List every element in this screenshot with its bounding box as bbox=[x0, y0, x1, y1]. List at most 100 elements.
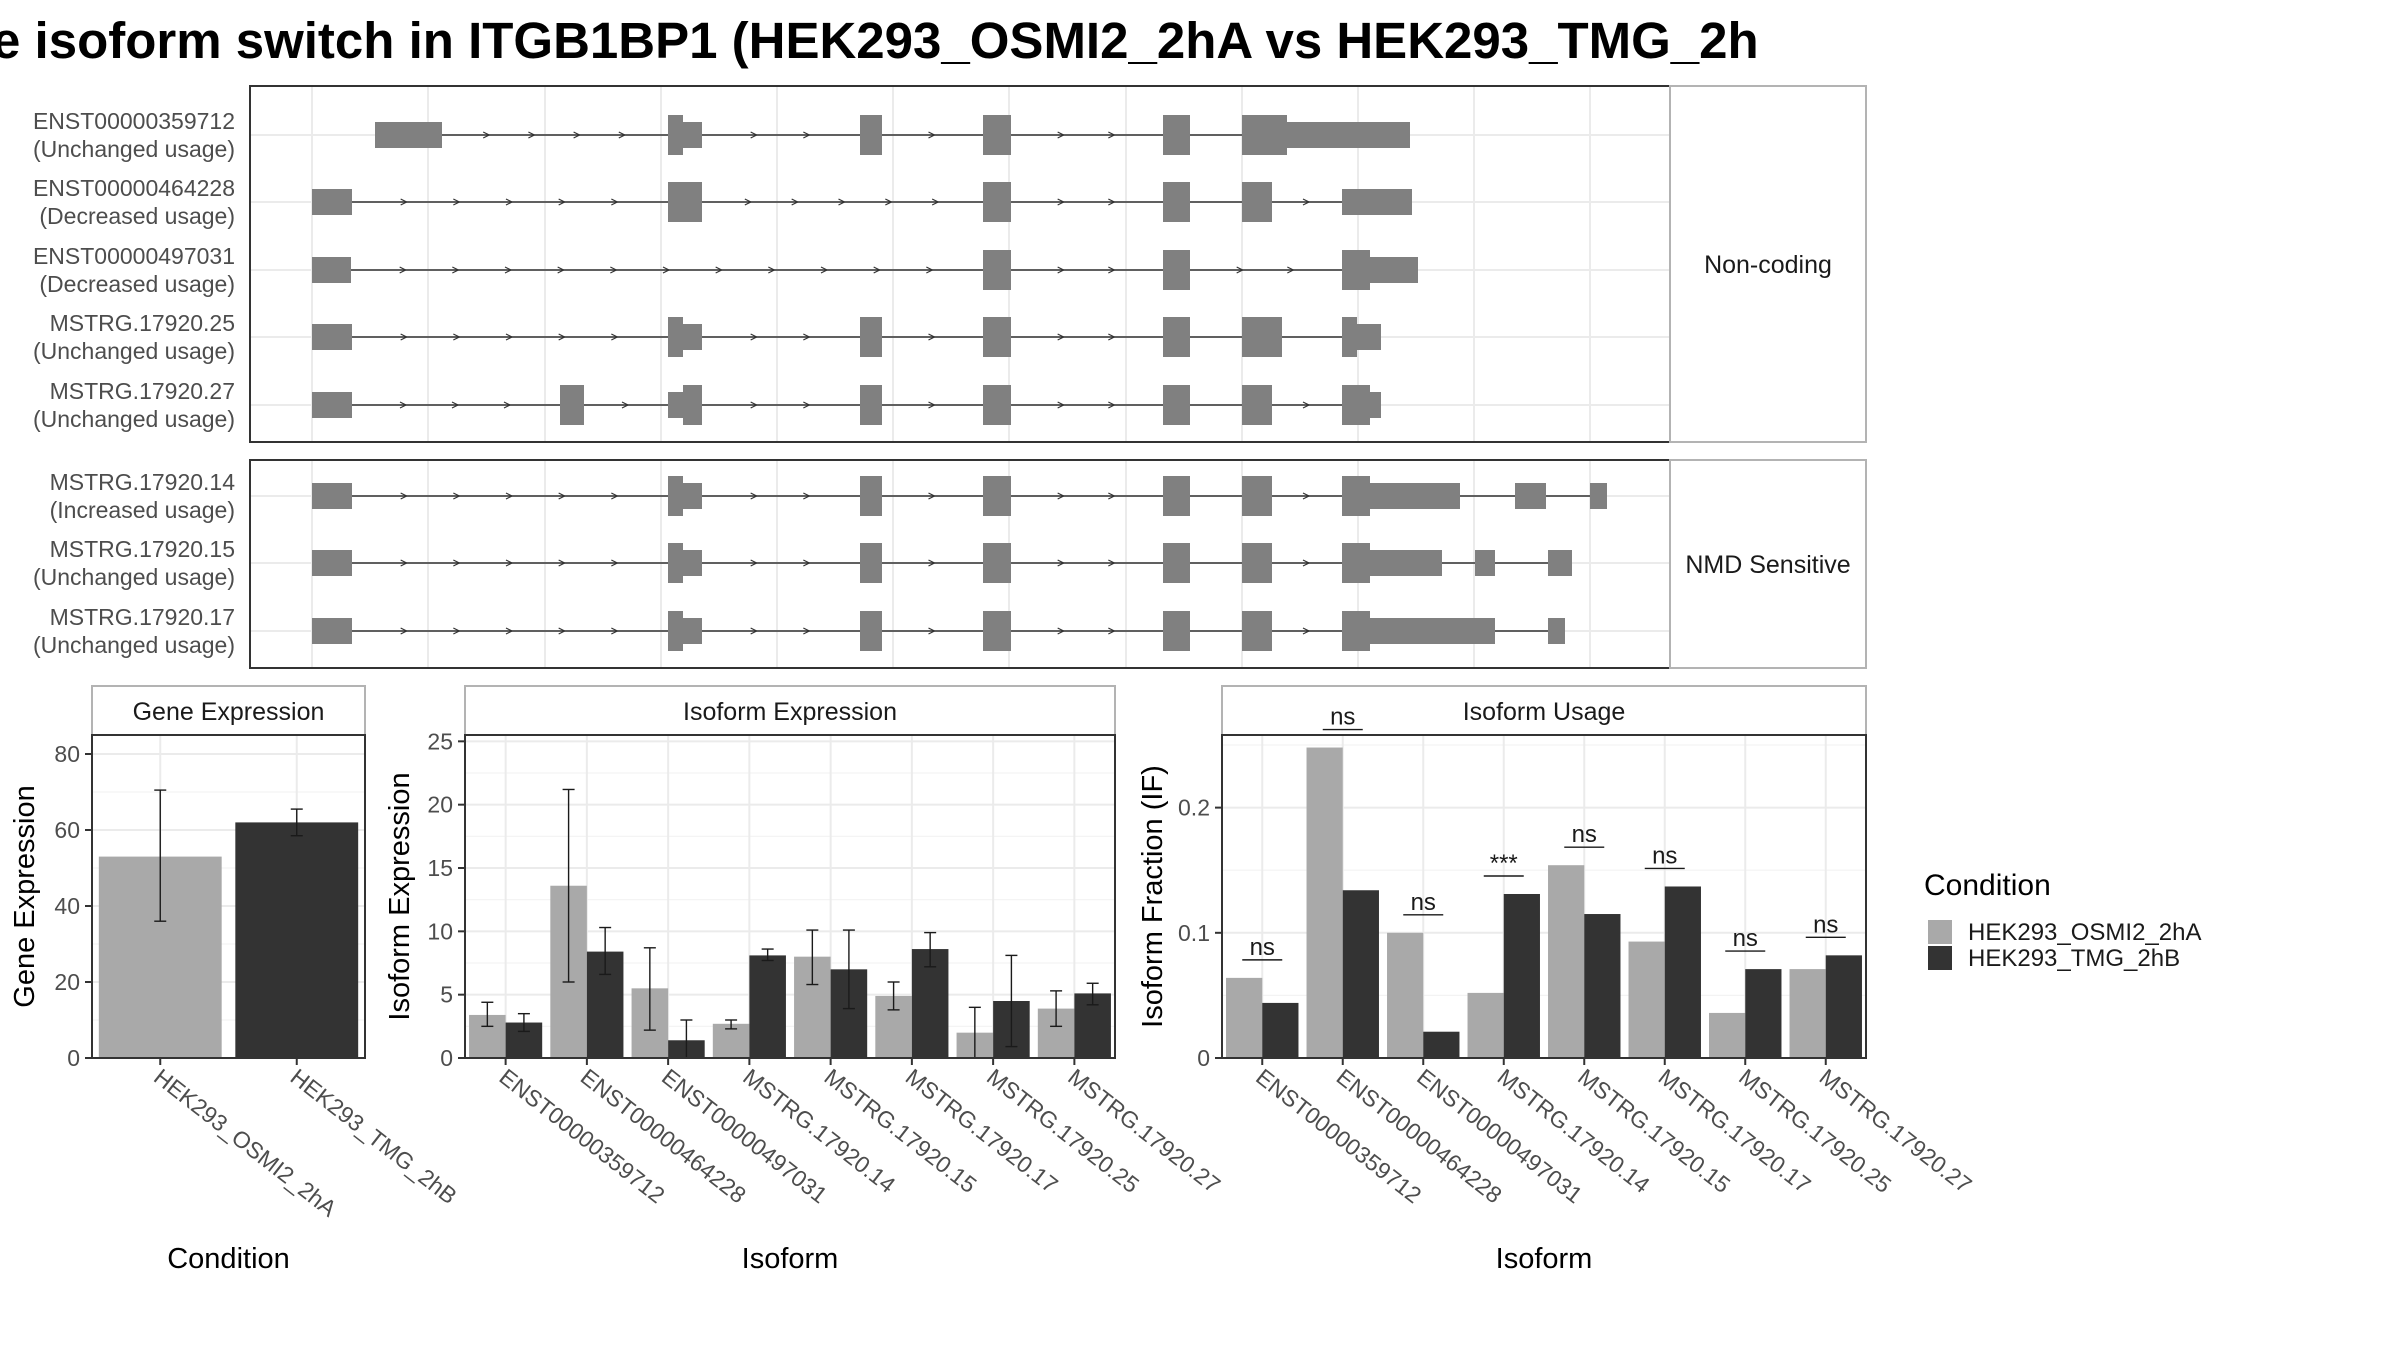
bar-chart-panels: Gene Expression020406080HEK293_OSMI2_2hA… bbox=[9, 685, 1977, 1275]
intron-direction-arrow bbox=[1302, 492, 1311, 500]
intron-direction-arrow bbox=[1057, 131, 1066, 139]
transcript-usage-label: (Decreased usage) bbox=[39, 271, 235, 297]
exon bbox=[860, 385, 882, 425]
exon bbox=[1342, 611, 1370, 651]
exon bbox=[1163, 476, 1190, 516]
exon bbox=[683, 550, 702, 576]
group-label: Non-coding bbox=[1704, 251, 1832, 279]
exon bbox=[1163, 385, 1190, 425]
intron-direction-arrow bbox=[505, 627, 514, 635]
structure-panel-bg bbox=[250, 86, 1670, 442]
intron-direction-arrow bbox=[399, 266, 408, 274]
bar bbox=[1548, 865, 1585, 1058]
intron-direction-arrow bbox=[453, 333, 461, 341]
y-tick-label: 0 bbox=[67, 1045, 80, 1071]
intron-direction-arrow bbox=[791, 198, 800, 206]
transcript-usage-label: (Unchanged usage) bbox=[33, 632, 235, 658]
exon bbox=[1370, 618, 1495, 644]
intron-direction-arrow bbox=[453, 198, 461, 206]
intron-direction-arrow bbox=[611, 627, 619, 635]
y-tick-label: 0.1 bbox=[1178, 920, 1210, 946]
intron-direction-arrow bbox=[803, 333, 811, 341]
exon bbox=[683, 324, 702, 350]
exon bbox=[983, 250, 1011, 290]
exon bbox=[860, 611, 882, 651]
intron-direction-arrow bbox=[400, 559, 409, 567]
intron-direction-arrow bbox=[1108, 266, 1116, 274]
exon bbox=[1548, 618, 1565, 644]
intron-direction-arrow bbox=[1057, 198, 1066, 206]
bar bbox=[1584, 914, 1621, 1058]
bar bbox=[1664, 886, 1701, 1058]
exon bbox=[1163, 250, 1190, 290]
intron-direction-arrow bbox=[503, 401, 512, 409]
intron-direction-arrow bbox=[1057, 266, 1066, 274]
y-tick-label: 40 bbox=[54, 893, 80, 919]
intron-direction-arrow bbox=[803, 492, 811, 500]
transcript-id-label: ENST00000464228 bbox=[33, 175, 235, 201]
significance-label: ns bbox=[1250, 934, 1275, 961]
intron-direction-arrow bbox=[873, 266, 882, 274]
intron-direction-arrow bbox=[558, 559, 567, 567]
significance-label: ns bbox=[1733, 925, 1758, 952]
exon bbox=[1342, 385, 1370, 425]
intron-direction-arrow bbox=[400, 627, 409, 635]
intron-direction-arrow bbox=[928, 333, 936, 341]
panel-strip bbox=[1221, 685, 1867, 736]
intron-direction-arrow bbox=[715, 266, 724, 274]
exon bbox=[375, 122, 442, 148]
exon bbox=[1287, 122, 1410, 148]
intron-direction-arrow bbox=[505, 492, 514, 500]
intron-direction-arrow bbox=[453, 492, 461, 500]
x-axis-title: Isoform bbox=[742, 1243, 839, 1275]
intron-direction-arrow bbox=[557, 266, 566, 274]
intron-direction-arrow bbox=[400, 492, 409, 500]
intron-direction-arrow bbox=[750, 559, 759, 567]
intron-direction-arrow bbox=[399, 401, 408, 409]
legend-swatch bbox=[1928, 920, 1952, 944]
exon bbox=[668, 115, 683, 155]
intron-direction-arrow bbox=[803, 559, 811, 567]
intron-direction-arrow bbox=[803, 131, 811, 139]
transcript-usage-label: (Decreased usage) bbox=[39, 203, 235, 229]
exon bbox=[312, 483, 352, 509]
intron-direction-arrow bbox=[1108, 559, 1116, 567]
intron-direction-arrow bbox=[928, 131, 936, 139]
intron-direction-arrow bbox=[452, 266, 460, 274]
intron-direction-arrow bbox=[750, 131, 759, 139]
intron-direction-arrow bbox=[1236, 266, 1245, 274]
intron-direction-arrow bbox=[610, 266, 618, 274]
intron-direction-arrow bbox=[611, 333, 619, 341]
bar bbox=[1342, 890, 1379, 1058]
exon bbox=[1242, 543, 1272, 583]
bar bbox=[749, 955, 786, 1058]
y-tick-label: 10 bbox=[427, 918, 453, 944]
significance-label: ns bbox=[1652, 842, 1677, 869]
intron-direction-arrow bbox=[838, 198, 846, 206]
intron-direction-arrow bbox=[750, 492, 759, 500]
intron-direction-arrow bbox=[558, 627, 567, 635]
intron-direction-arrow bbox=[1302, 627, 1311, 635]
exon bbox=[668, 317, 683, 357]
y-axis-title: Gene Expression bbox=[9, 785, 41, 1007]
intron-direction-arrow bbox=[558, 198, 567, 206]
bar bbox=[235, 822, 359, 1058]
transcript-id-label: MSTRG.17920.27 bbox=[50, 378, 235, 404]
intron-direction-arrow bbox=[558, 492, 567, 500]
bar bbox=[1226, 977, 1263, 1058]
intron-direction-arrow bbox=[573, 131, 581, 139]
bar bbox=[1423, 1031, 1460, 1058]
intron-direction-arrow bbox=[750, 627, 759, 635]
panel-border bbox=[1221, 734, 1867, 1059]
exon bbox=[1370, 550, 1442, 576]
intron-direction-arrow bbox=[400, 333, 409, 341]
intron-direction-arrow bbox=[928, 492, 936, 500]
intron-direction-arrow bbox=[803, 627, 811, 635]
y-tick-label: 20 bbox=[54, 969, 80, 995]
intron-direction-arrow bbox=[1057, 492, 1066, 500]
intron-direction-arrow bbox=[482, 131, 491, 139]
exon bbox=[1342, 250, 1370, 290]
exon bbox=[1548, 550, 1572, 576]
panel-strip-label: Gene Expression bbox=[133, 698, 325, 726]
